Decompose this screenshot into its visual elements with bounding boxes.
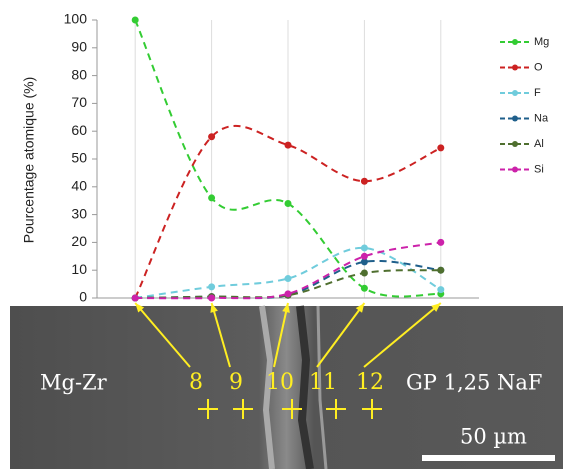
legend-marker: [512, 64, 518, 71]
sem-image: Mg-Zr GP 1,25 NaF 50 µm: [10, 305, 563, 469]
legend-label: Al: [534, 138, 544, 150]
y-tick-label: 90: [71, 39, 87, 55]
micrograph: [10, 306, 563, 469]
data-point: [131, 16, 139, 24]
data-point: [437, 144, 445, 152]
y-tick-label: 60: [71, 122, 87, 138]
y-tick-label: 20: [71, 233, 87, 249]
data-point: [437, 266, 445, 274]
data-point: [360, 284, 368, 292]
legend-marker: [512, 166, 518, 173]
point-label: 9: [229, 370, 243, 395]
y-tick-label: 80: [71, 66, 87, 82]
cross-mark: [326, 399, 346, 419]
cross-mark: [233, 399, 253, 419]
legend-label: F: [534, 87, 541, 99]
legend-label: O: [534, 61, 543, 73]
data-point: [284, 290, 292, 298]
legend-label: Na: [534, 112, 549, 124]
series-line: [135, 246, 442, 299]
crack: [259, 305, 275, 469]
pointer-arrow: [273, 302, 289, 368]
scale-label: 50 µm: [460, 425, 527, 449]
data-point: [208, 294, 216, 302]
data-point: [360, 269, 368, 277]
pointer-arrow: [210, 302, 231, 368]
data-point: [360, 244, 368, 252]
data-point: [284, 141, 292, 149]
point-label: 8: [189, 370, 203, 395]
arrow-head: [431, 303, 441, 312]
arrow-head: [210, 303, 218, 313]
y-axis-label: Pourcentage atomique (%): [21, 77, 37, 244]
y-tick-label: 100: [64, 11, 88, 27]
data-point: [208, 283, 216, 291]
data-point: [360, 177, 368, 185]
series-line: [134, 19, 441, 298]
legend-marker: [512, 115, 518, 122]
y-tick-label: 70: [71, 94, 87, 110]
data-point: [437, 238, 445, 246]
legend-label: Si: [534, 163, 544, 175]
scale-bar: [422, 455, 555, 461]
left-label: Mg-Zr: [40, 371, 108, 395]
right-label: GP 1,25 NaF: [406, 371, 542, 395]
pointer-arrow: [316, 302, 366, 368]
y-tick-label: 30: [71, 205, 87, 221]
arrow-head: [282, 303, 290, 313]
series-line: [135, 241, 441, 300]
point-label: 10: [266, 370, 294, 395]
y-tick-label: 40: [71, 178, 87, 194]
pointer-arrow: [363, 302, 442, 368]
series-line: [134, 124, 442, 299]
y-tick-label: 0: [79, 289, 87, 305]
legend-marker: [512, 39, 518, 45]
legend-marker: [512, 141, 518, 147]
point-label: 11: [309, 370, 337, 395]
data-point: [208, 133, 216, 141]
crack: [296, 305, 314, 469]
legend-label: Mg: [534, 36, 549, 48]
data-point: [208, 194, 216, 202]
data-point: [360, 252, 368, 260]
data-point: [284, 275, 292, 283]
arrow-head: [135, 303, 145, 313]
pointer-arrow: [134, 302, 191, 368]
cross-mark: [198, 399, 218, 419]
arrow-head: [355, 303, 365, 313]
cross-mark: [362, 399, 382, 419]
y-tick-label: 10: [71, 261, 87, 277]
crack: [316, 305, 328, 469]
y-tick-label: 50: [71, 150, 87, 166]
point-label: 12: [356, 370, 384, 395]
series-line: [135, 269, 441, 299]
data-point: [131, 294, 139, 302]
legend-marker: [512, 90, 518, 96]
data-point: [360, 258, 368, 266]
cross-mark: [282, 399, 302, 419]
data-point: [437, 286, 445, 294]
data-point: [284, 199, 292, 207]
